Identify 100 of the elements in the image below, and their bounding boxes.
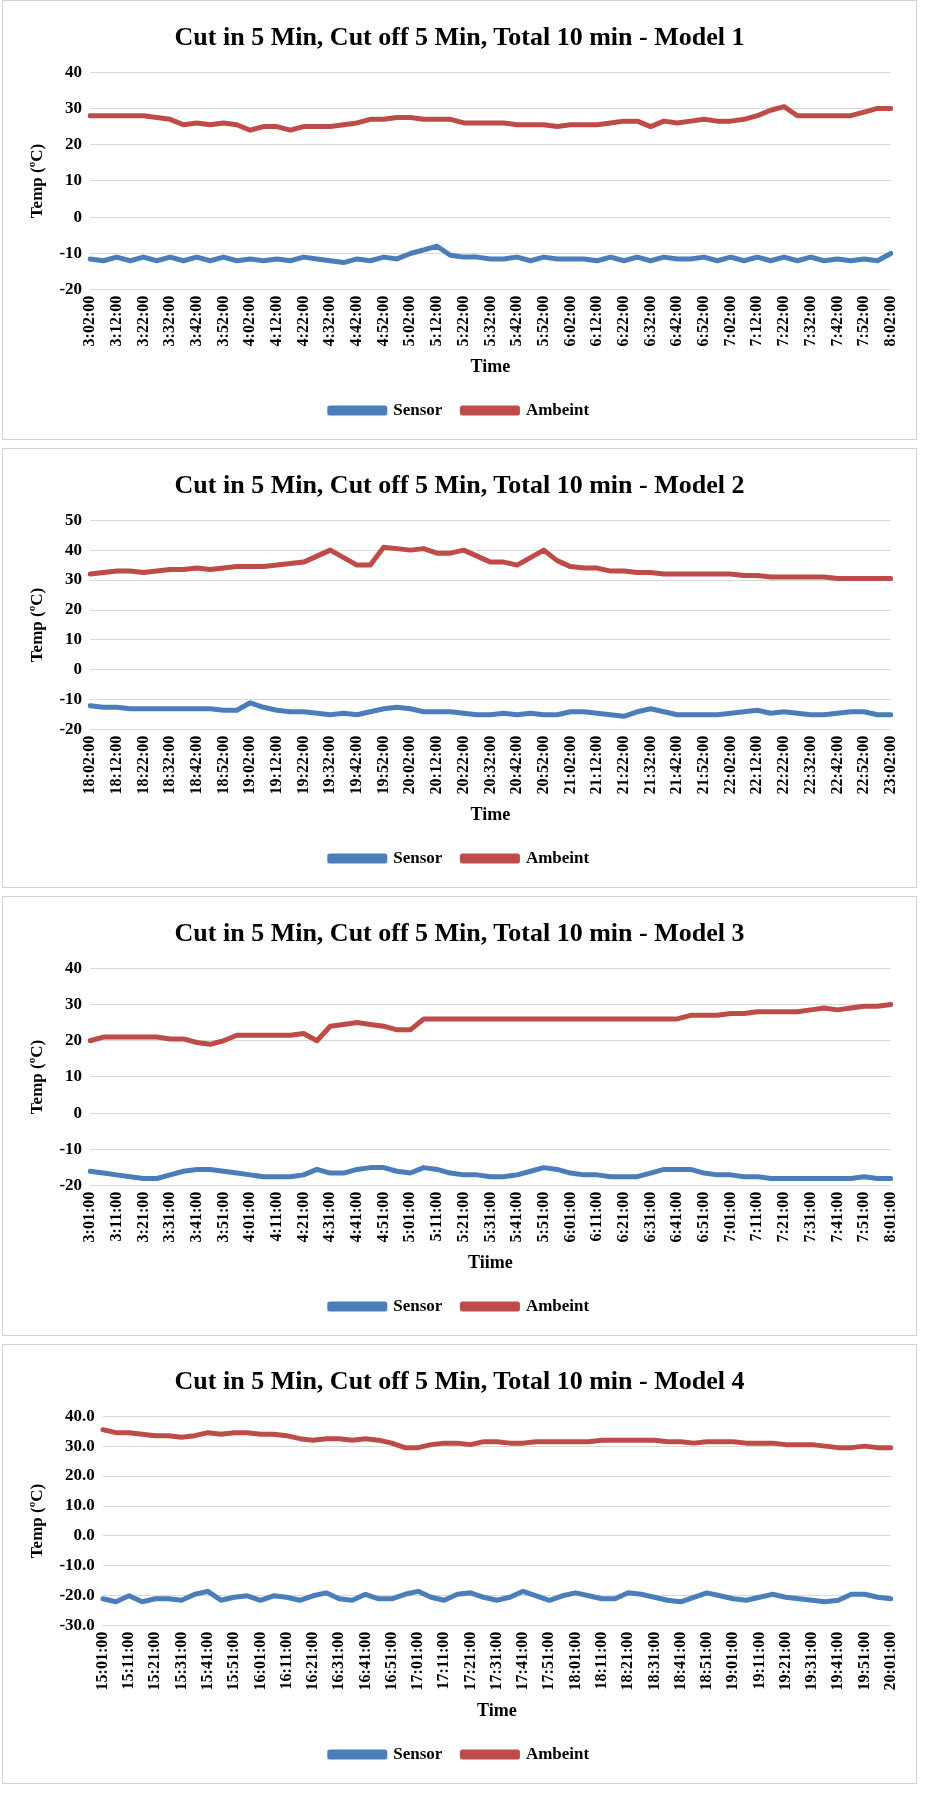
x-tick-label: 3:21:00	[133, 1191, 151, 1243]
x-axis-title: Time	[470, 803, 511, 824]
x-tick-label: 3:42:00	[186, 295, 204, 347]
y-tick-label: -10	[59, 242, 83, 262]
y-tick-label: 30	[65, 97, 83, 117]
x-tick-label: 18:51:00	[697, 1631, 715, 1691]
x-tick-label: 4:01:00	[240, 1191, 258, 1243]
x-tick-label: 22:52:00	[854, 735, 872, 795]
x-tick-label: 17:31:00	[486, 1631, 504, 1691]
x-tick-label: 6:52:00	[694, 295, 712, 347]
x-tick-label: 7:02:00	[720, 295, 738, 347]
y-tick-label: 0	[73, 659, 83, 679]
x-tick-label: 18:02:00	[80, 735, 98, 795]
x-tick-label: 3:51:00	[213, 1191, 231, 1243]
x-tick-label: 5:51:00	[533, 1191, 551, 1243]
x-tick-label: 3:52:00	[213, 295, 231, 347]
chart-title: Cut in 5 Min, Cut off 5 Min, Total 10 min - Model 4	[174, 1366, 745, 1396]
x-tick-label: 4:41:00	[347, 1191, 365, 1243]
x-tick-label: 6:31:00	[640, 1191, 658, 1243]
x-tick-label: 19:31:00	[802, 1631, 820, 1691]
x-tick-label: 6:22:00	[614, 295, 632, 347]
x-tick-label: 5:12:00	[427, 295, 445, 347]
x-tick-label: 3:12:00	[106, 295, 124, 347]
x-tick-label: 7:51:00	[854, 1191, 872, 1243]
x-tick-label: 7:12:00	[747, 295, 765, 347]
x-tick-label: 6:12:00	[587, 295, 605, 347]
y-tick-label: 40	[65, 61, 83, 81]
x-axis-title: Time	[476, 1699, 517, 1720]
x-tick-label: 4:21:00	[293, 1191, 311, 1243]
x-tick-label: 16:21:00	[303, 1631, 321, 1691]
x-tick-label: 6:11:00	[587, 1191, 605, 1242]
x-tick-label: 15:11:00	[119, 1631, 137, 1690]
chart-title: Cut in 5 Min, Cut off 5 Min, Total 10 min - Model 1	[174, 22, 745, 52]
x-tick-label: 19:02:00	[240, 735, 258, 795]
x-tick-label: 18:22:00	[133, 735, 151, 795]
legend-label: Ambeint	[525, 1295, 590, 1315]
x-tick-label: 19:21:00	[775, 1631, 793, 1691]
legend-label: Ambeint	[525, 1743, 590, 1763]
x-tick-label: 7:32:00	[800, 295, 818, 347]
x-tick-label: 7:42:00	[827, 295, 845, 347]
x-tick-label: 7:52:00	[854, 295, 872, 347]
y-tick-label: 10	[65, 170, 83, 190]
x-tick-label: 7:22:00	[774, 295, 792, 347]
legend-label: Sensor	[393, 1295, 443, 1315]
x-tick-label: 6:02:00	[560, 295, 578, 347]
y-tick-label: 30	[65, 993, 83, 1013]
x-tick-label: 7:41:00	[827, 1191, 845, 1243]
x-tick-label: 17:01:00	[408, 1631, 426, 1691]
x-tick-label: 18:31:00	[644, 1631, 662, 1691]
y-tick-label: 50	[65, 509, 83, 529]
x-tick-label: 4:52:00	[373, 295, 391, 347]
x-tick-label: 15:41:00	[198, 1631, 216, 1691]
x-tick-label: 17:11:00	[434, 1631, 452, 1690]
chart-title: Cut in 5 Min, Cut off 5 Min, Total 10 min - Model 3	[174, 918, 745, 948]
x-tick-label: 5:41:00	[507, 1191, 525, 1243]
x-tick-label: 17:41:00	[513, 1631, 531, 1691]
x-tick-label: 4:32:00	[320, 295, 338, 347]
y-tick-label: 20	[65, 599, 83, 619]
y-tick-label: 20.0	[65, 1465, 95, 1485]
y-tick-label: 0	[73, 206, 83, 226]
y-tick-label: 40	[65, 957, 83, 977]
x-tick-label: 22:02:00	[720, 735, 738, 795]
legend-label: Sensor	[393, 847, 443, 867]
x-tick-label: 5:22:00	[453, 295, 471, 347]
y-tick-label: -10	[59, 1138, 83, 1158]
x-tick-label: 19:52:00	[373, 735, 391, 795]
x-tick-label: 19:11:00	[749, 1631, 767, 1690]
x-tick-label: 21:02:00	[560, 735, 578, 795]
x-tick-label: 4:02:00	[240, 295, 258, 347]
x-tick-label: 5:52:00	[533, 295, 551, 347]
x-tick-label: 4:51:00	[373, 1191, 391, 1243]
x-tick-label: 5:42:00	[507, 295, 525, 347]
x-tick-label: 18:32:00	[160, 735, 178, 795]
x-tick-label: 4:22:00	[293, 295, 311, 347]
x-tick-label: 7:21:00	[774, 1191, 792, 1243]
x-tick-label: 4:31:00	[320, 1191, 338, 1243]
legend-label: Ambeint	[525, 399, 590, 419]
x-tick-label: 22:32:00	[800, 735, 818, 795]
chart-title: Cut in 5 Min, Cut off 5 Min, Total 10 min - Model 2	[174, 470, 745, 500]
x-tick-label: 20:12:00	[427, 735, 445, 795]
x-tick-label: 5:32:00	[480, 295, 498, 347]
x-tick-label: 18:41:00	[670, 1631, 688, 1691]
x-tick-label: 3:11:00	[106, 1191, 124, 1242]
y-tick-label: -30.0	[59, 1615, 95, 1635]
x-tick-label: 3:31:00	[160, 1191, 178, 1243]
legend-label: Ambeint	[525, 847, 590, 867]
x-tick-label: 8:01:00	[880, 1191, 898, 1243]
x-tick-label: 6:41:00	[667, 1191, 685, 1243]
x-tick-label: 18:21:00	[618, 1631, 636, 1691]
x-tick-label: 3:01:00	[80, 1191, 98, 1243]
x-tick-label: 6:51:00	[694, 1191, 712, 1243]
y-tick-label: -20	[59, 1175, 83, 1195]
x-tick-label: 6:21:00	[614, 1191, 632, 1243]
x-tick-label: 18:11:00	[592, 1631, 610, 1690]
x-tick-label: 8:02:00	[880, 295, 898, 347]
x-tick-label: 20:32:00	[480, 735, 498, 795]
y-tick-label: 40	[65, 539, 83, 559]
x-tick-label: 5:21:00	[453, 1191, 471, 1243]
x-tick-label: 4:11:00	[267, 1191, 285, 1242]
x-tick-label: 20:22:00	[453, 735, 471, 795]
